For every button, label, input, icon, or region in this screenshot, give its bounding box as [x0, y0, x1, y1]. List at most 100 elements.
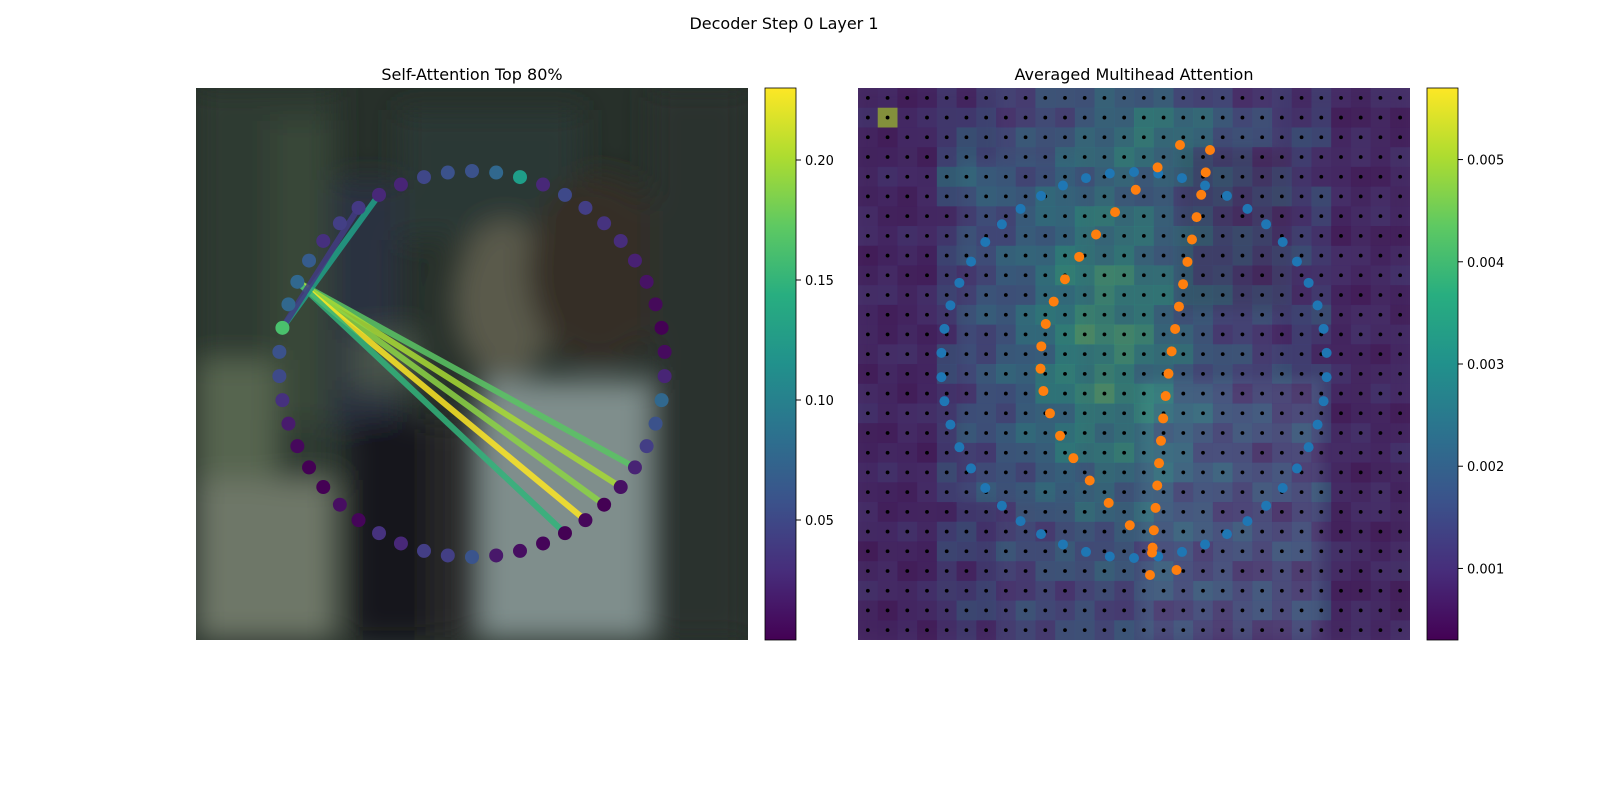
grid-dot [1122, 174, 1127, 179]
grid-dot [1161, 135, 1166, 140]
grid-dot [944, 174, 949, 179]
grid-dot [925, 95, 929, 100]
grid-dot [1319, 431, 1324, 435]
grid-dot [1161, 312, 1166, 317]
grid-dot [1299, 332, 1304, 337]
contour-point [290, 274, 305, 289]
grid-dot [1240, 628, 1245, 633]
grid-dot [1161, 569, 1166, 573]
grid-dot [1201, 549, 1205, 554]
grid-dot [944, 135, 949, 140]
grid-dot [1319, 253, 1324, 258]
colorbar-tick-label: 0.002 [1467, 460, 1504, 475]
grid-dot [1299, 431, 1304, 435]
grid-dot [925, 490, 929, 495]
contour-point [578, 513, 593, 528]
contour-point [654, 320, 669, 335]
grid-dot [1398, 194, 1403, 199]
grid-dot [1240, 371, 1245, 376]
series-blue-point [945, 300, 956, 311]
grid-dot [944, 431, 949, 435]
grid-dot [1339, 273, 1343, 278]
grid-dot [1240, 95, 1245, 100]
grid-dot [1378, 332, 1383, 337]
grid-dot [1220, 332, 1225, 337]
grid-dot [1299, 588, 1304, 593]
grid-dot [1003, 115, 1008, 120]
grid-dot [885, 352, 890, 357]
grid-dot [925, 450, 929, 455]
grid-dot [1043, 115, 1048, 120]
grid-dot [1299, 549, 1304, 554]
contour-point [627, 460, 642, 475]
grid-dot [1161, 431, 1166, 435]
grid-dot [1161, 155, 1166, 159]
attention-line-2 [294, 278, 608, 508]
series-blue-point [1261, 500, 1272, 511]
grid-dot [1063, 411, 1067, 416]
grid-dot [1319, 233, 1324, 238]
grid-dot [1260, 95, 1265, 100]
grid-dot [1201, 628, 1205, 633]
contour-point [512, 170, 527, 185]
grid-dot [944, 470, 949, 475]
grid-dot [885, 135, 890, 140]
grid-dot [1161, 273, 1166, 278]
grid-dot [1181, 628, 1186, 633]
grid-dot [1240, 194, 1245, 199]
grid-dot [905, 628, 910, 633]
grid-dot [1220, 411, 1225, 416]
grid-dot [1378, 509, 1383, 514]
grid-dot [1319, 293, 1324, 297]
grid-dot [1260, 214, 1265, 219]
grid-dot [1260, 352, 1265, 357]
grid-dot [1003, 214, 1008, 219]
grid-dot [1398, 371, 1403, 376]
grid-dot [905, 332, 910, 337]
grid-dot [964, 490, 969, 495]
grid-dot [865, 470, 870, 475]
grid-dot [1299, 509, 1304, 514]
series-blue-point [996, 219, 1007, 230]
series-blue-point [1015, 516, 1026, 527]
series-orange-point [1074, 251, 1085, 262]
grid-dot [1240, 509, 1245, 514]
grid-dot [964, 115, 969, 120]
grid-dot [1240, 253, 1245, 258]
grid-dot [1319, 569, 1324, 573]
series-orange-point [1044, 408, 1055, 419]
grid-dot [885, 411, 890, 416]
grid-dot [1161, 332, 1166, 337]
grid-dot [964, 588, 969, 593]
grid-dot [964, 155, 969, 159]
grid-dot [944, 293, 949, 297]
grid-dot [1279, 312, 1284, 317]
grid-dot [865, 233, 870, 238]
attention-lines [279, 191, 638, 537]
grid-dot [1201, 411, 1205, 416]
grid-dot [925, 628, 929, 633]
contour-point [639, 439, 654, 454]
grid-dot [1082, 450, 1087, 455]
series-orange-point [1150, 502, 1161, 513]
grid-dot [1378, 588, 1383, 593]
grid-dot [1240, 391, 1245, 396]
contour-point [489, 548, 504, 563]
grid-dot [1260, 371, 1265, 376]
grid-dot [1023, 95, 1028, 100]
grid-dot [1161, 115, 1166, 120]
colorbar-tick-label: 0.15 [805, 274, 834, 289]
series-blue-point [945, 419, 956, 430]
grid-dot [1141, 628, 1146, 633]
series-blue-point [1200, 539, 1211, 550]
grid-dot [1358, 194, 1363, 199]
grid-dot [984, 352, 989, 357]
series-blue-point [936, 372, 947, 383]
grid-dot [1003, 332, 1008, 337]
grid-dot [1063, 135, 1067, 140]
grid-dot [1201, 332, 1205, 337]
grid-dot [1003, 312, 1008, 317]
grid-dot [1378, 293, 1383, 297]
grid-dot [1141, 233, 1146, 238]
grid-dot [1398, 214, 1403, 219]
